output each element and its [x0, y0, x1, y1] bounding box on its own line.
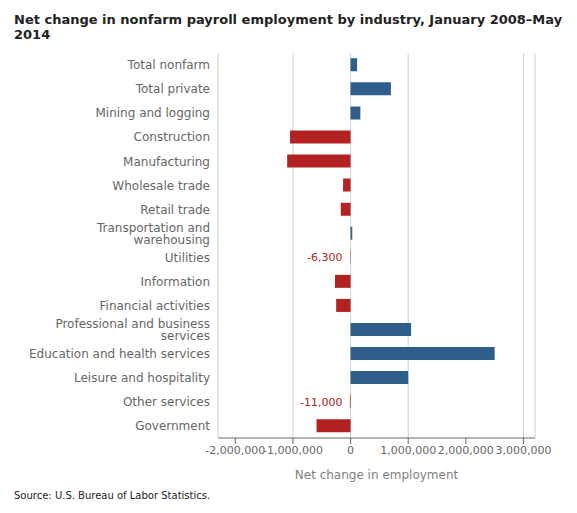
svg-text:1,000,000: 1,000,000: [380, 444, 436, 457]
svg-text:Information: Information: [141, 275, 210, 289]
svg-text:Mining and logging: Mining and logging: [95, 106, 210, 120]
svg-text:Education and health services: Education and health services: [29, 347, 210, 361]
svg-text:-2,000,000: -2,000,000: [205, 444, 265, 457]
svg-text:Total nonfarm: Total nonfarm: [127, 58, 210, 72]
svg-text:-11,000: -11,000: [300, 396, 342, 409]
svg-text:Manufacturing: Manufacturing: [123, 155, 210, 169]
svg-text:Construction: Construction: [134, 130, 210, 144]
html-text:Net change in nonfarm payroll: Net change in nonfarm payroll employment…: [14, 12, 563, 42]
svg-text:Utilities: Utilities: [165, 251, 210, 265]
svg-text:Net change in employment: Net change in employment: [295, 468, 459, 482]
svg-text:Leisure and hospitality: Leisure and hospitality: [74, 371, 210, 385]
svg-text:Financial activities: Financial activities: [100, 299, 210, 313]
html-text:Source: U.S. Bureau of Labor S: Source: U.S. Bureau of Labor Statistics.: [14, 490, 211, 501]
svg-text:Government: Government: [135, 419, 210, 433]
svg-text:0: 0: [347, 444, 354, 457]
svg-text:-1,000,000: -1,000,000: [263, 444, 323, 457]
svg-text:Transportation andwarehousing: Transportation andwarehousing: [96, 221, 210, 247]
svg-text:Wholesale trade: Wholesale trade: [112, 179, 210, 193]
svg-text:Professional and businessservi: Professional and businessservices: [55, 317, 210, 343]
svg-text:3,000,000: 3,000,000: [495, 444, 551, 457]
svg-text:2,000,000: 2,000,000: [438, 444, 494, 457]
svg-text:Retail trade: Retail trade: [140, 203, 210, 217]
svg-text:-6,300: -6,300: [307, 251, 342, 264]
svg-text:Other services: Other services: [123, 395, 210, 409]
svg-text:Total private: Total private: [135, 82, 210, 96]
